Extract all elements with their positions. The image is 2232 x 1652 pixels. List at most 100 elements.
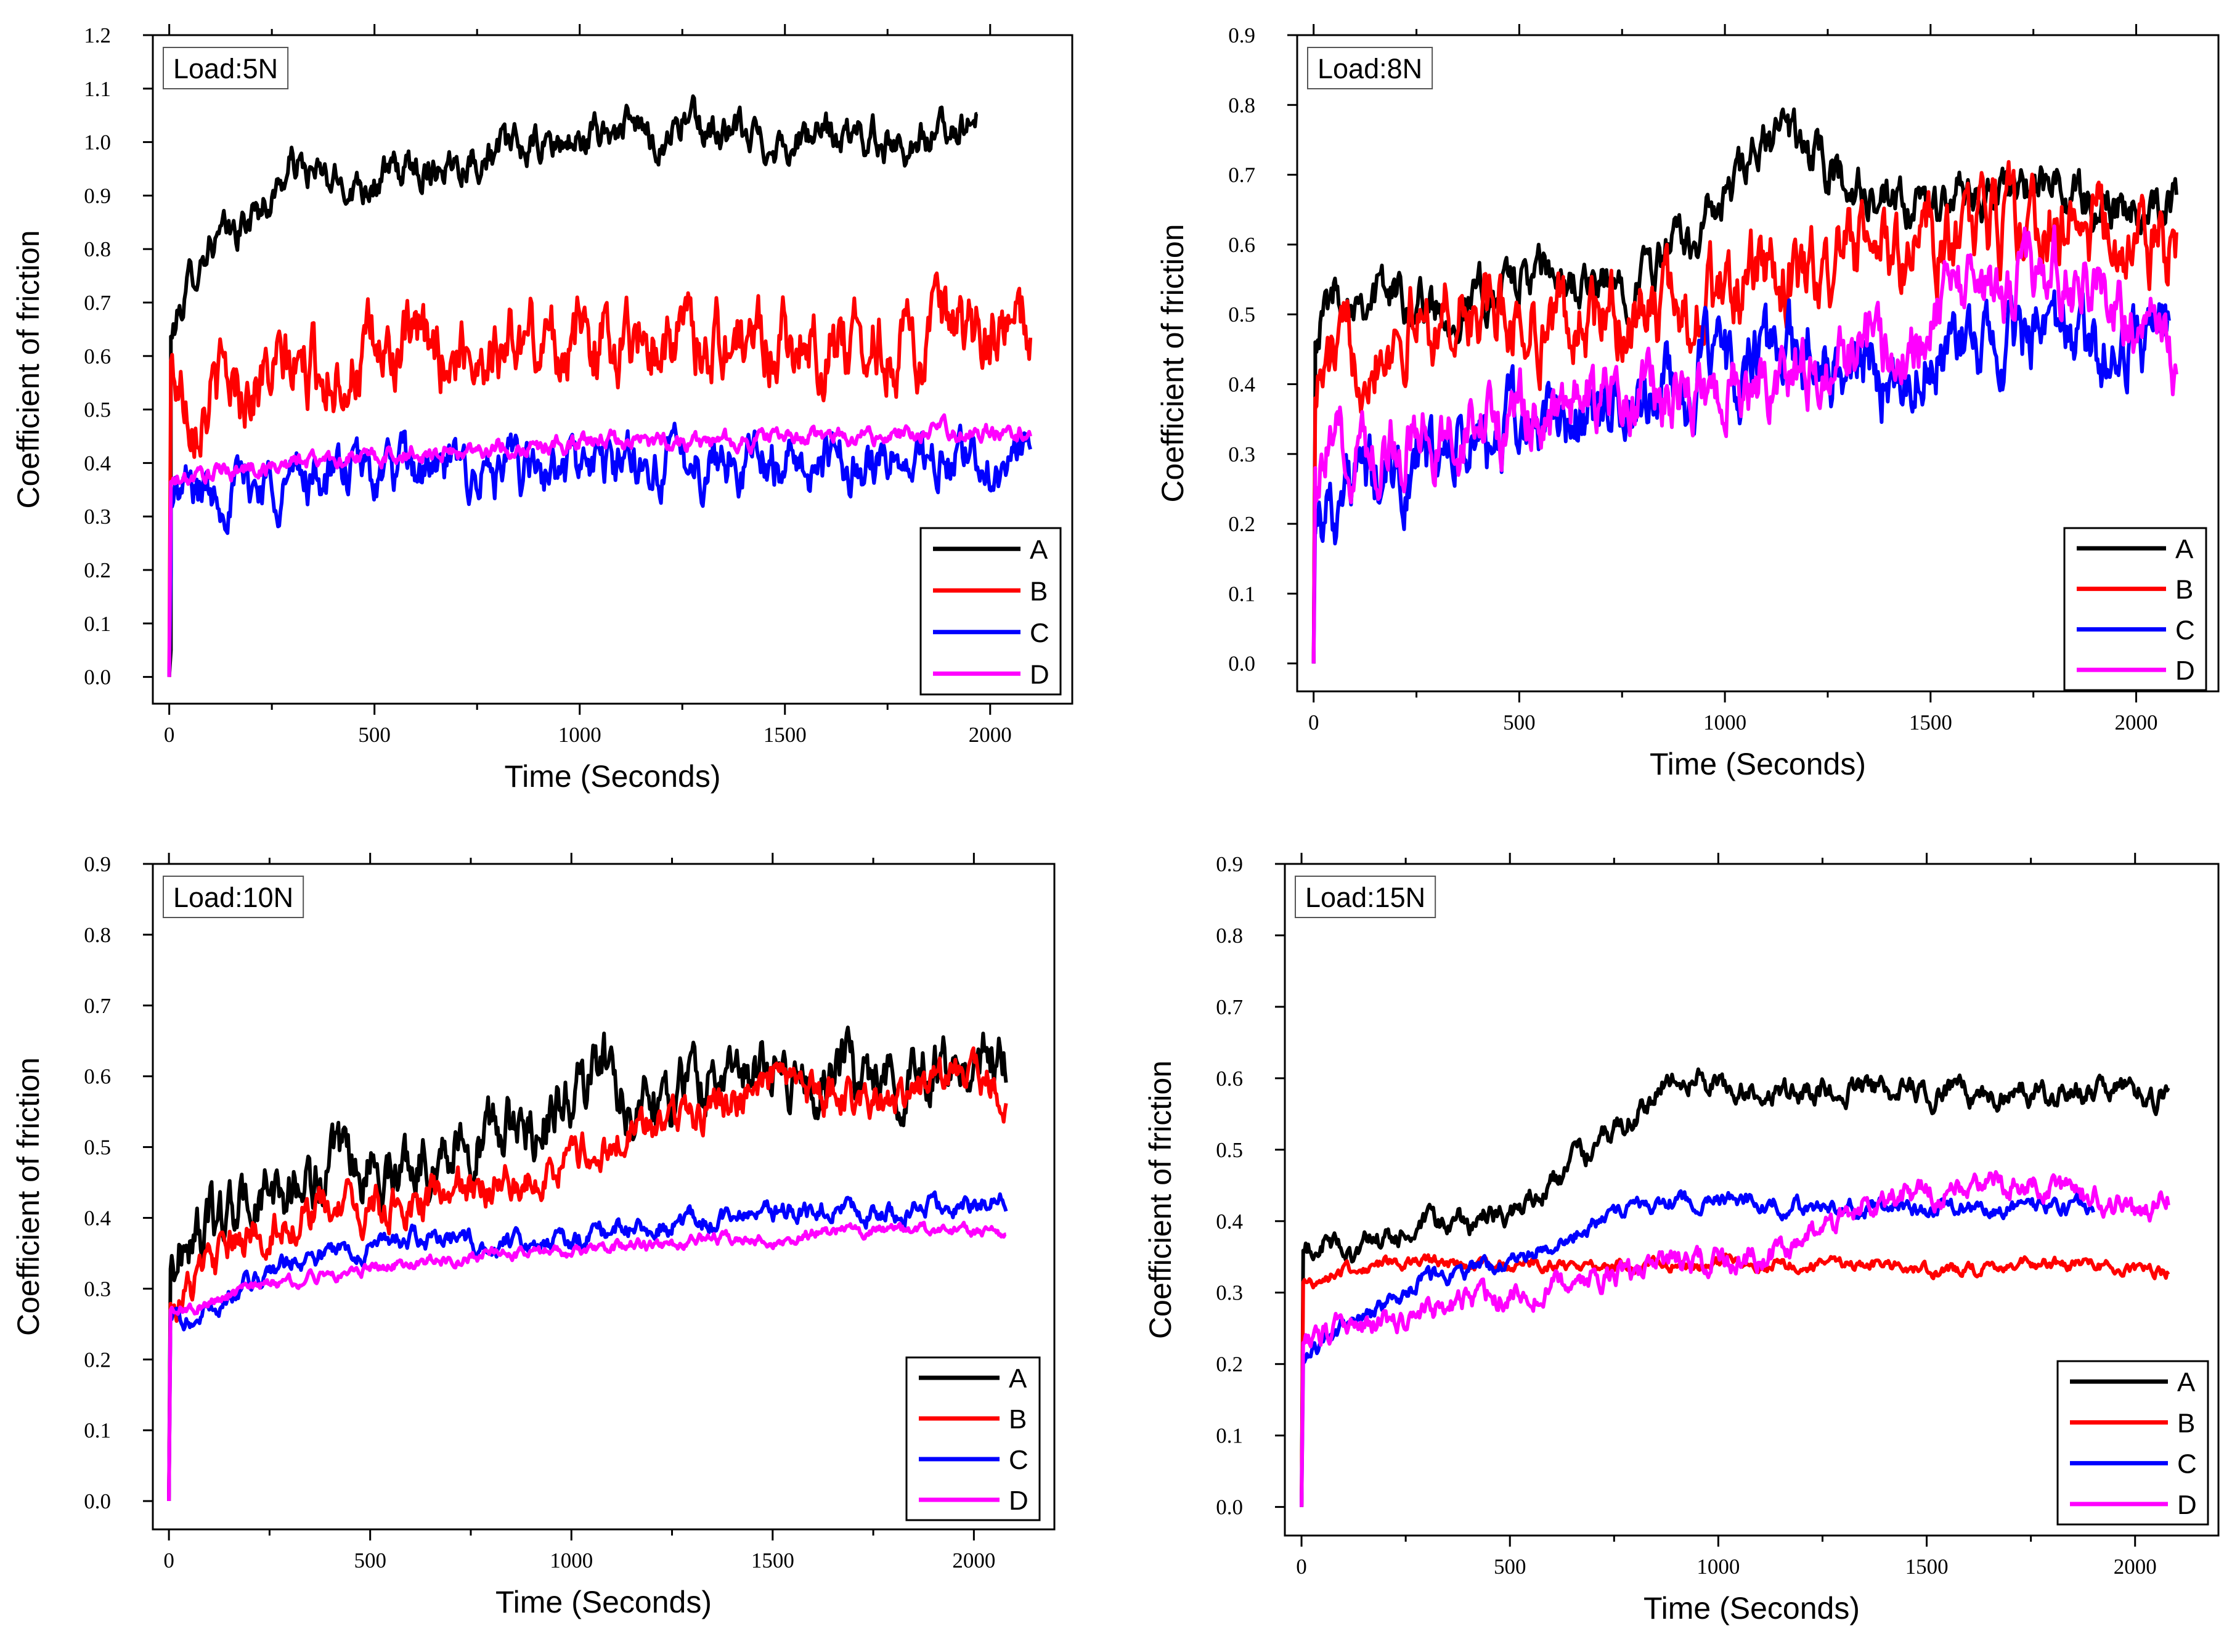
x-tick-label: 0 <box>1296 1555 1307 1579</box>
series-line-a <box>167 1025 1008 1502</box>
y-tick-label: 0.3 <box>1228 442 1255 466</box>
plot-frame <box>1296 34 2220 693</box>
y-tick-label: 0.1 <box>1216 1424 1243 1448</box>
x-tick-label: 2000 <box>2114 1555 2157 1579</box>
y-tick-label: 0.2 <box>1228 512 1255 536</box>
series-lines <box>167 94 1033 677</box>
y-tick-label: 0.3 <box>84 1277 111 1301</box>
x-tick-label: 1000 <box>550 1548 593 1573</box>
load-label-box <box>1295 876 1436 918</box>
x-tick-label: 0 <box>163 1548 174 1573</box>
x-tick-label: 1000 <box>1703 710 1746 734</box>
series-line-d <box>167 1221 1007 1502</box>
plot-frame <box>1284 863 2220 1537</box>
x-tick-label: 500 <box>358 723 391 747</box>
series-lines <box>1311 107 2178 664</box>
chart-panel-load-8n: 0 500 1000 1500 2000 0.0 0.1 0.2 0.3 0.4 0.5 0.6 0.7… <box>1155 23 2220 781</box>
y-tick-label: 0.3 <box>84 505 111 529</box>
y-tick-label: 0.6 <box>84 344 111 368</box>
y-tick-label: 0.8 <box>84 237 111 261</box>
y-tick-label: 0.4 <box>1228 372 1255 396</box>
y-tick-label: 0.1 <box>84 612 111 636</box>
legend-box <box>2056 1360 2209 1526</box>
y-axis-title: Coefficient of friction <box>1143 1060 1178 1339</box>
y-tick-label: 0.0 <box>1228 652 1255 676</box>
y-tick-label: 0.4 <box>84 451 111 475</box>
x-tick-label: 500 <box>1494 1555 1526 1579</box>
y-tick-label: 0.4 <box>84 1206 111 1230</box>
y-tick-label: 0.1 <box>1228 582 1255 606</box>
y-tick-label: 0.9 <box>84 184 111 208</box>
y-tick-label: 0.1 <box>84 1418 111 1442</box>
y-tick-label: 0.4 <box>1216 1210 1243 1234</box>
y-tick-label: 0.2 <box>84 1348 111 1372</box>
legend-label-c: C <box>1009 1445 1028 1475</box>
legend-label-b: B <box>1030 576 1048 606</box>
series-line-c <box>167 1190 1008 1502</box>
chart-panel-load-5n: 0 500 1000 1500 2000 0.0 0.1 0.2 0.3 0.4 0.5 0.6 0.7… <box>11 23 1073 794</box>
load-label-box <box>163 47 289 89</box>
load-label: Load:5N <box>173 53 278 84</box>
series-line-b <box>167 271 1033 677</box>
y-tick-label: 0.9 <box>84 852 111 876</box>
x-tick-label: 2000 <box>2115 710 2158 734</box>
load-label: Load:8N <box>1318 53 1422 84</box>
load-label: Load:10N <box>173 882 293 913</box>
x-tick-label: 1500 <box>1909 710 1952 734</box>
legend-label-c: C <box>2177 1449 2197 1479</box>
plot-frame <box>152 863 1056 1531</box>
y-tick-label: 0.5 <box>84 398 111 422</box>
y-tick-label: 0.8 <box>1228 93 1255 117</box>
y-tick-label: 0.7 <box>84 291 111 315</box>
y-tick-label: 0.5 <box>1228 303 1255 327</box>
series-line-b <box>167 1046 1008 1502</box>
chart-panel-load-15n: 0 500 1000 1500 2000 0.0 0.1 0.2 0.3 0.4 0.5 0.6 0.7… <box>1143 852 2220 1626</box>
y-tick-label: 0.6 <box>84 1065 111 1089</box>
y-tick-label: 0.7 <box>1216 995 1243 1019</box>
series-line-d <box>167 413 1032 677</box>
x-tick-label: 500 <box>1503 710 1536 734</box>
load-label: Load:15N <box>1305 882 1425 913</box>
y-tick-label: 0.8 <box>84 923 111 947</box>
legend-box <box>905 1356 1041 1521</box>
chart-panel-load-10n: 0 500 1000 1500 2000 0.0 0.1 0.2 0.3 0.4 0.5 0.6 0.7… <box>11 852 1056 1619</box>
x-tick-label: 2000 <box>952 1548 995 1573</box>
x-axis-title: Time (Seconds) <box>1643 1591 1860 1626</box>
load-label-box <box>1307 47 1433 89</box>
series-line-d <box>1311 224 2178 664</box>
series-lines <box>167 1025 1008 1502</box>
y-axis-title: Coefficient of friction <box>1155 224 1190 502</box>
y-tick-label: 0.9 <box>1228 23 1255 47</box>
y-tick-label: 0.7 <box>84 994 111 1018</box>
y-tick-label: 0.0 <box>84 665 111 690</box>
legend-label-c: C <box>1030 618 1049 648</box>
y-tick-label: 0.7 <box>1228 163 1255 187</box>
legend-label-b: B <box>2175 575 2193 605</box>
legend-box <box>2063 527 2207 691</box>
y-tick-label: 1.2 <box>84 23 111 47</box>
series-lines <box>1300 1067 2170 1507</box>
y-tick-label: 0.3 <box>1216 1281 1243 1305</box>
legend-label-a: A <box>2175 534 2194 564</box>
plot-frame <box>152 34 1073 705</box>
x-tick-label: 1500 <box>1905 1555 1949 1579</box>
y-tick-label: 0.5 <box>84 1136 111 1160</box>
x-tick-label: 1500 <box>764 723 807 747</box>
legend-label-a: A <box>1009 1364 1027 1394</box>
x-tick-label: 1500 <box>751 1548 794 1573</box>
series-line-c <box>167 421 1032 677</box>
legend-label-b: B <box>1009 1404 1027 1434</box>
x-tick-label: 500 <box>354 1548 386 1573</box>
legend-label-d: D <box>1030 659 1049 690</box>
legend-label-b: B <box>2177 1408 2195 1438</box>
legend-label-a: A <box>2177 1367 2196 1398</box>
y-tick-label: 0.9 <box>1216 852 1243 876</box>
series-line-a <box>167 94 979 677</box>
y-tick-label: 0.8 <box>1216 924 1243 948</box>
y-axis-title: Coefficient of friction <box>11 1057 46 1336</box>
